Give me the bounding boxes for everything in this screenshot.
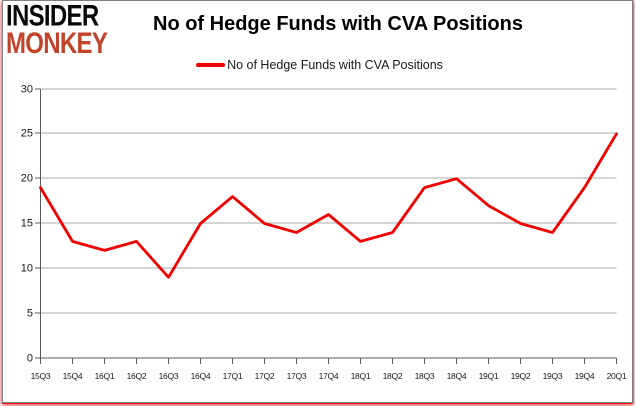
svg-text:15Q4: 15Q4 [63,371,83,381]
svg-text:18Q1: 18Q1 [351,371,371,381]
svg-text:17Q4: 17Q4 [319,371,339,381]
svg-text:16Q4: 16Q4 [191,371,211,381]
svg-text:15: 15 [21,218,33,230]
svg-text:19Q4: 19Q4 [575,371,595,381]
svg-text:15Q3: 15Q3 [31,371,51,381]
svg-text:17Q3: 17Q3 [287,371,307,381]
svg-text:25: 25 [21,128,33,140]
svg-text:20: 20 [21,173,33,185]
svg-text:10: 10 [21,263,33,275]
svg-text:19Q3: 19Q3 [543,371,563,381]
svg-text:16Q1: 16Q1 [95,371,115,381]
svg-text:16Q2: 16Q2 [127,371,147,381]
svg-text:5: 5 [27,308,33,320]
svg-text:30: 30 [21,84,33,96]
svg-text:16Q3: 16Q3 [159,371,179,381]
svg-text:18Q4: 18Q4 [447,371,467,381]
svg-text:19Q1: 19Q1 [479,371,499,381]
svg-text:18Q2: 18Q2 [383,371,403,381]
svg-text:0: 0 [27,353,33,365]
svg-text:20Q1: 20Q1 [607,371,627,381]
svg-text:19Q2: 19Q2 [511,371,531,381]
svg-text:17Q2: 17Q2 [255,371,275,381]
svg-text:18Q3: 18Q3 [415,371,435,381]
svg-text:17Q1: 17Q1 [223,371,243,381]
